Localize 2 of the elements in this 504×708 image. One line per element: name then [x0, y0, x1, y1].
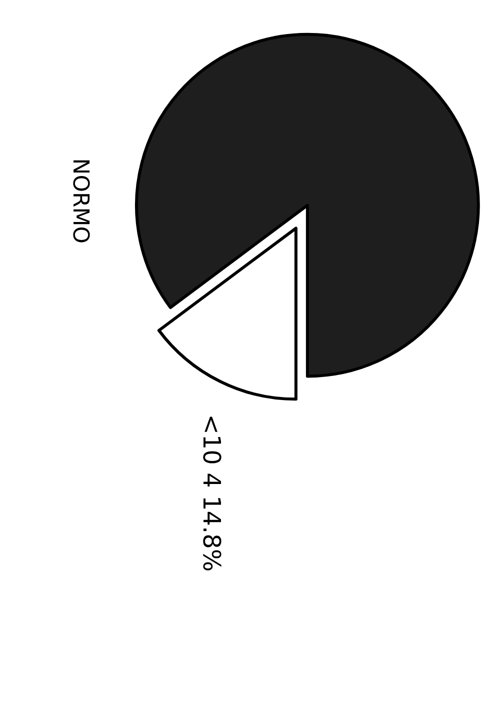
text: NORMO — [67, 158, 92, 244]
slice-label: <10 4 14.8% — [198, 414, 226, 572]
